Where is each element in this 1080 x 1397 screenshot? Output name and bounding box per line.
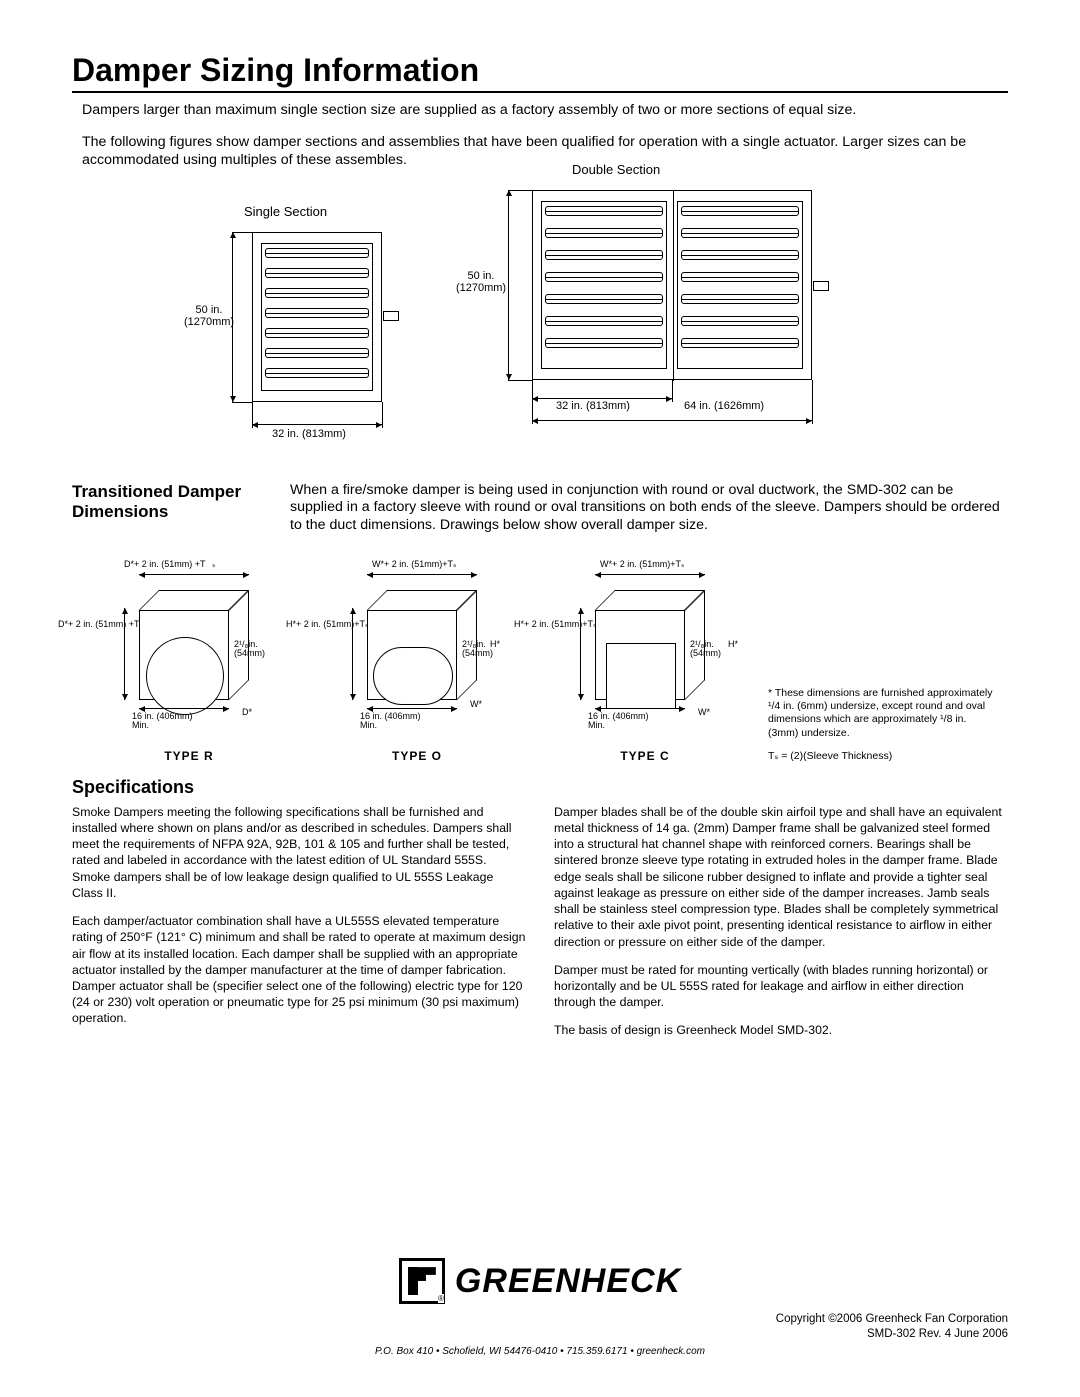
transitioned-notes: * These dimensions are furnished approxi… [768,557,998,763]
type-r-depth: 16 in. (406mm) Min. [132,712,193,731]
single-section-diagram: Single Section 50 in. (1270mm) 32 in. (8… [182,204,412,464]
type-o-top-dim: W*+ 2 in. (51mm)+Tₛ [372,560,456,569]
single-damper [252,232,382,402]
trans-note-1: * These dimensions are furnished approxi… [768,687,998,740]
double-caption: Double Section [572,162,660,177]
specs-left-p1: Smoke Dampers meeting the following spec… [72,804,526,901]
page-footer: ® GREENHECK Copyright ©2006 Greenheck Fa… [72,1258,1008,1357]
type-o-left-dim: H*+ 2 in. (51mm)+Tₛ [286,620,368,629]
type-c-depth: 16 in. (406mm) Min. [588,712,649,731]
address-line: P.O. Box 410 • Schofield, WI 54476-0410 … [72,1346,1008,1357]
single-caption: Single Section [244,204,327,219]
intro-block: Dampers larger than maximum single secti… [72,101,1008,170]
trans-note-2: Tₛ = (2)(Sleeve Thickness) [768,750,998,763]
transitioned-body: When a fire/smoke damper is being used i… [290,482,1008,536]
double-height-label: 50 in. (1270mm) [452,270,510,294]
transitioned-section: Transitioned Damper Dimensions When a fi… [72,482,1008,536]
type-c-left-dim: H*+ 2 in. (51mm)+Tₛ [514,620,596,629]
specs-left-p2: Each damper/actuator combination shall h… [72,913,526,1027]
intro-para-1: Dampers larger than maximum single secti… [72,101,1008,119]
double-width2-label: 64 in. (1626mm) [684,400,764,412]
type-c-label: TYPE C [540,749,750,763]
double-damper [532,190,812,380]
specs-col-right: Damper blades shall be of the double ski… [554,804,1008,1051]
type-r-top-dim: D*+ 2 in. (51mm) +T [124,560,206,569]
type-o-depth: 16 in. (406mm) Min. [360,712,421,731]
brand-name: GREENHECK [455,1262,681,1301]
type-c-h: H* [728,640,738,649]
double-width1-label: 32 in. (813mm) [556,400,630,412]
type-o-diagram: W*+ 2 in. (51mm)+Tₛ H*+ 2 in. (51mm)+Tₛ … [312,560,522,763]
type-c-diagram: W*+ 2 in. (51mm)+Tₛ H*+ 2 in. (51mm)+Tₛ … [540,560,750,763]
type-r-left-dim: D*+ 2 in. (51mm) +T [58,620,140,629]
type-o-w: W* [470,700,482,709]
type-r-d: D* [242,708,252,717]
type-c-cube [595,590,705,700]
specs-right-p3: The basis of design is Greenheck Model S… [554,1022,1008,1038]
specs-right-p2: Damper must be rated for mounting vertic… [554,962,1008,1011]
brand-logo: ® GREENHECK [399,1258,681,1304]
type-o-cube [367,590,477,700]
type-o-step: 2¹/₈in. (54mm) [462,640,493,659]
specs-heading: Specifications [72,777,1008,798]
type-c-step: 2¹/₈in. (54mm) [690,640,721,659]
type-c-top-dim: W*+ 2 in. (51mm)+Tₛ [600,560,684,569]
section-diagrams: Single Section 50 in. (1270mm) 32 in. (8… [182,184,1008,464]
transitioned-heading: Transitioned Damper Dimensions [72,482,272,536]
type-r-step: 2¹/₈in. (54mm) [234,640,265,659]
specs-right-p1: Damper blades shall be of the double ski… [554,804,1008,950]
type-o-label: TYPE O [312,749,522,763]
specs-col-left: Smoke Dampers meeting the following spec… [72,804,526,1051]
single-height-label: 50 in. (1270mm) [180,304,238,328]
type-r-cube [139,590,249,700]
double-section-diagram: Double Section 50 in. (1270mm) [452,184,882,464]
copyright-line: Copyright ©2006 Greenheck Fan Corporatio… [72,1312,1008,1327]
logo-icon: ® [399,1258,445,1304]
type-o-h: H* [490,640,500,649]
type-c-w: W* [698,708,710,717]
revision-line: SMD-302 Rev. 4 June 2006 [72,1327,1008,1342]
transitioned-diagrams: D*+ 2 in. (51mm) +T ₛ D*+ 2 in. (51mm) +… [84,557,1008,763]
page-title: Damper Sizing Information [72,52,1008,93]
type-r-label: TYPE R [84,749,294,763]
type-r-diagram: D*+ 2 in. (51mm) +T ₛ D*+ 2 in. (51mm) +… [84,560,294,763]
single-width-label: 32 in. (813mm) [272,428,346,440]
specs-columns: Smoke Dampers meeting the following spec… [72,804,1008,1051]
intro-para-2: The following figures show damper sectio… [72,133,1008,169]
